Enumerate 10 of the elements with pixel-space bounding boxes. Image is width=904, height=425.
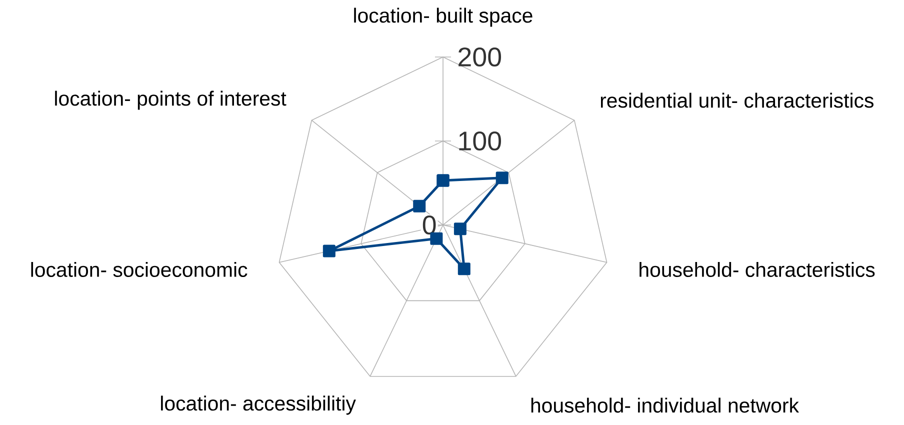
y-tick-label: 0: [422, 215, 436, 235]
spoke-label: residential unit- characteristics: [600, 92, 874, 108]
spoke-label: location- built space: [354, 8, 532, 27]
spoke-label: household- individual network: [531, 398, 800, 413]
spoke-label: household- characteristics: [640, 262, 875, 278]
y-tick-label: 200: [458, 47, 502, 67]
y-tick-label: 100: [459, 131, 502, 151]
spoke-label: location- accessibilitiy: [161, 396, 356, 415]
spoke-label: location- points of interest: [55, 90, 286, 110]
spoke-label: location- socioeconomic: [31, 262, 248, 278]
